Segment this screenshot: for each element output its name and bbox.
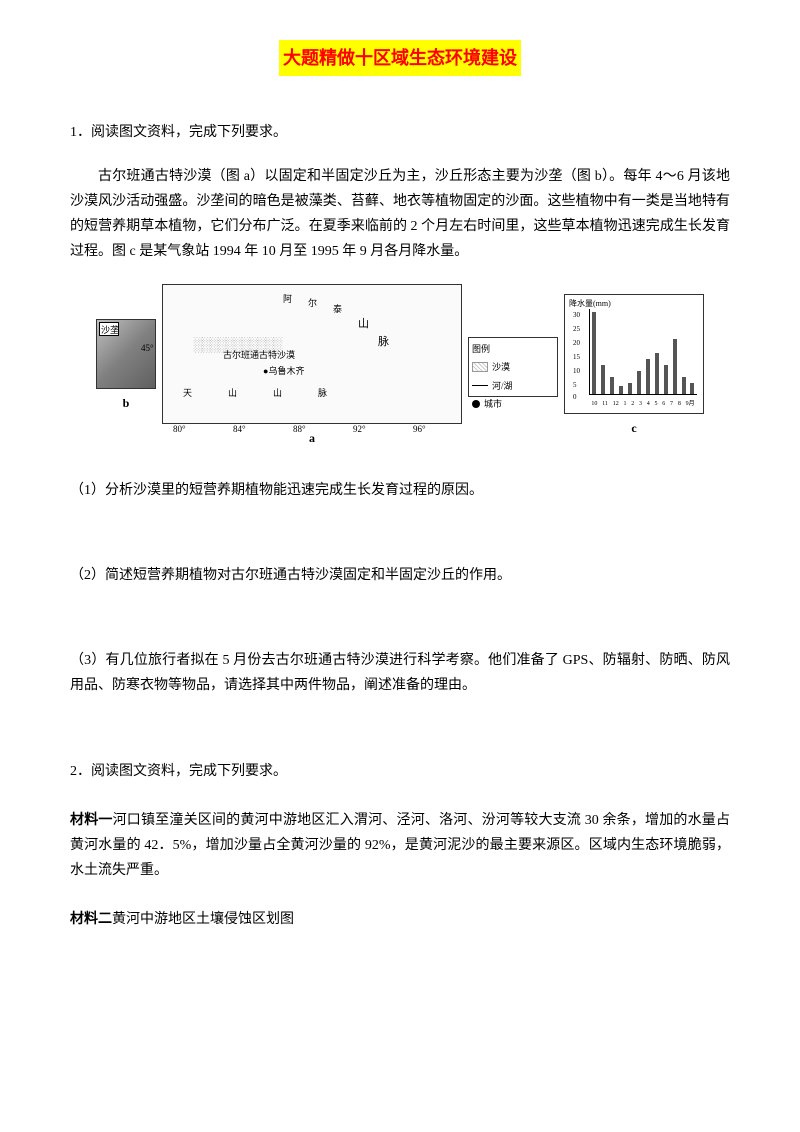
lon-80: 80°: [173, 421, 186, 437]
lon-88: 88°: [293, 421, 306, 437]
legend-box: 图例 沙漠 河/湖 城市: [468, 337, 558, 397]
xlabel: 1: [623, 399, 626, 410]
page-title: 大题精做十区域生态环境建设: [279, 40, 521, 76]
bar: [592, 312, 596, 394]
xlabel: 9月: [686, 399, 695, 410]
xlabel: 8: [678, 399, 681, 410]
bar: [619, 386, 623, 395]
ytick-20: 20: [573, 337, 580, 350]
ytick-10: 10: [573, 365, 580, 378]
xlabel: 4: [647, 399, 650, 410]
bar: [646, 359, 650, 394]
map-shan2: 脉: [378, 333, 389, 353]
legend-city-icon: [472, 400, 480, 408]
m2-label: 材料二: [70, 912, 112, 927]
sub-b-label: b: [123, 393, 130, 415]
q2-intro: 2．阅读图文资料，完成下列要求。: [70, 759, 730, 784]
subfig-c: 降水量(mm) 30 25 20 15 10 5 0 1011121234567…: [564, 294, 704, 440]
legend-river: 河/湖: [492, 378, 513, 394]
sub-c-label: c: [631, 418, 636, 440]
ytick-15: 15: [573, 351, 580, 364]
desert-name: 古尔班通古特沙漠: [223, 347, 295, 363]
ytick-0: 0: [573, 391, 577, 404]
figure-area: 沙垄 b 阿 尔 泰 山 脉 ░░░░░░░░░░░ 古尔班通古特沙漠 ●乌鲁木…: [70, 284, 730, 450]
legend-river-icon: [472, 385, 488, 387]
q1-passage: 古尔班通古特沙漠（图 a）以固定和半固定沙丘为主，沙丘形态主要为沙垄（图 b）。…: [70, 164, 730, 265]
legend-desert: 沙漠: [492, 359, 510, 375]
lon-92: 92°: [353, 421, 366, 437]
map: 阿 尔 泰 山 脉 ░░░░░░░░░░░ 古尔班通古特沙漠 ●乌鲁木齐 天 山…: [162, 284, 462, 424]
bar: [628, 383, 632, 395]
bar: [673, 339, 677, 395]
photo-label: 沙垄: [101, 322, 119, 338]
legend-desert-icon: [472, 362, 488, 372]
bar: [610, 377, 614, 395]
bar: [655, 353, 659, 394]
m1-label: 材料一: [70, 813, 113, 828]
q2-material2: 材料二黄河中游地区土壤侵蚀区划图: [70, 907, 730, 932]
q1-sub3: （3）有几位旅行者拟在 5 月份去古尔班通古特沙漠进行科学考察。他们准备了 GP…: [70, 648, 730, 698]
m2-text: 黄河中游地区土壤侵蚀区划图: [112, 912, 294, 927]
xlabel: 5: [655, 399, 658, 410]
chart-xlabels: 101112123456789月: [589, 399, 697, 410]
q1-intro: 1．阅读图文资料，完成下列要求。: [70, 120, 730, 145]
bar: [664, 365, 668, 394]
xlabel: 6: [662, 399, 665, 410]
q2-material1: 材料一河口镇至潼关区间的黄河中游地区汇入渭河、泾河、洛河、汾河等较大支流 30 …: [70, 808, 730, 884]
tianshan: 天 山 山 脉: [183, 385, 333, 401]
precip-chart: 降水量(mm) 30 25 20 15 10 5 0 1011121234567…: [564, 294, 704, 414]
city-urumqi: ●乌鲁木齐: [263, 363, 304, 379]
xlabel: 12: [613, 399, 619, 410]
chart-bars: [589, 309, 697, 395]
xlabel: 7: [670, 399, 673, 410]
bar: [690, 383, 694, 395]
ytick-5: 5: [573, 379, 577, 392]
xlabel: 11: [602, 399, 608, 410]
lon-84: 84°: [233, 421, 246, 437]
bar: [682, 377, 686, 395]
xlabel: 2: [631, 399, 634, 410]
q1-sub1: （1）分析沙漠里的短营养期植物能迅速完成生长发育过程的原因。: [70, 478, 730, 503]
q1-sub2: （2）简述短营养期植物对古尔班通古特沙漠固定和半固定沙丘的作用。: [70, 563, 730, 588]
m1-text: 河口镇至潼关区间的黄河中游地区汇入渭河、泾河、洛河、汾河等较大支流 30 余条，…: [70, 813, 730, 878]
subfig-b: 沙垄 b: [96, 319, 156, 415]
ytick-25: 25: [573, 323, 580, 336]
map-shan1: 山: [358, 315, 369, 335]
ytick-30: 30: [573, 309, 580, 322]
legend-city: 城市: [484, 396, 502, 412]
lon-96: 96°: [413, 421, 426, 437]
xlabel: 3: [639, 399, 642, 410]
bar: [601, 365, 605, 394]
xlabel: 10: [591, 399, 597, 410]
bar: [637, 371, 641, 394]
lat-45: 45°: [141, 340, 154, 356]
map-aertai2: 尔: [308, 295, 317, 311]
sub-a-label: a: [309, 428, 315, 450]
map-aertai3: 泰: [333, 301, 342, 317]
legend-title: 图例: [472, 341, 490, 357]
subfig-a: 阿 尔 泰 山 脉 ░░░░░░░░░░░ 古尔班通古特沙漠 ●乌鲁木齐 天 山…: [162, 284, 462, 450]
map-aertai1: 阿: [283, 291, 292, 307]
